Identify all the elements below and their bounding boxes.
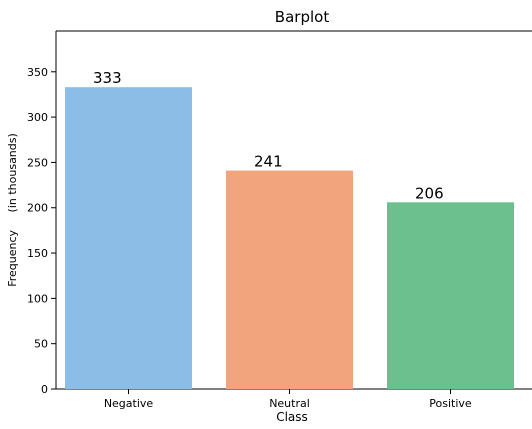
y-tick-label: 350 [27,66,48,79]
y-tick-label: 100 [27,292,48,305]
y-tick-label: 50 [34,338,48,351]
bar-value-label: 206 [415,184,444,202]
x-tick-label: Neutral [269,397,310,410]
bar-value-label-group: 333 241 206 [93,69,444,202]
x-axis-label: Class [276,410,308,424]
bar-negative [65,87,192,389]
y-tick-label: 0 [41,383,48,396]
y-axis-label: Frequency (in thousands) [6,133,19,287]
x-tick-label: Positive [429,397,472,410]
y-axis-label-unit: (in thousands) [6,133,19,212]
y-tick-label: 150 [27,247,48,260]
bar-value-label: 333 [93,69,122,87]
y-axis-label-main: Frequency [6,229,19,286]
bar-group [65,87,514,389]
y-tick-label: 200 [27,202,48,215]
x-tick-label: Negative [104,397,154,410]
y-tick-label: 300 [27,111,48,124]
bar-neutral [226,170,353,389]
y-axis-label-group: Frequency (in thousands) [6,133,19,287]
x-tick-group: Negative Neutral Positive [104,389,472,410]
y-tick-label: 250 [27,156,48,169]
chart-title: Barplot [275,8,330,26]
y-tick-group: 0 50 100 150 200 250 300 350 [27,66,56,396]
bar-value-label: 241 [254,153,283,171]
bar-positive [387,202,514,389]
